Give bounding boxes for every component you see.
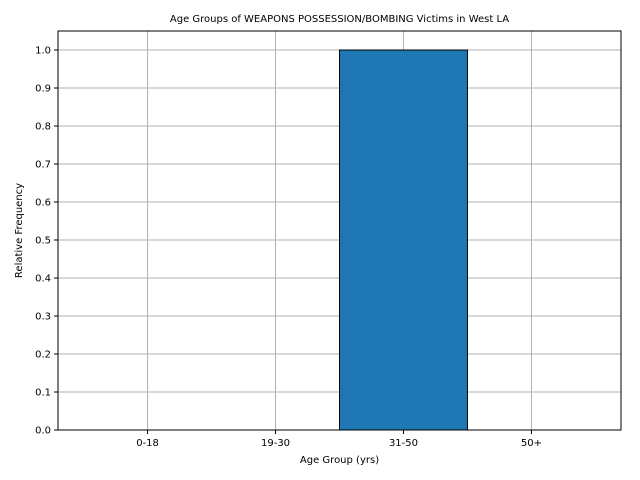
x-tick-label: 50+: [521, 438, 542, 449]
y-tick-label: 0.4: [35, 274, 51, 285]
y-tick-label: 0.0: [35, 426, 51, 437]
ticks-layer: 0.0 0.1 0.2 0.3 0.4 0.5 0.6 0.7 0.8 0.9 1.0 0-18 19-…: [35, 46, 542, 450]
bar-31-50: [339, 49, 468, 431]
y-tick-label: 0.8: [35, 122, 51, 133]
y-axis-label: Relative Frequency: [14, 183, 25, 278]
y-tick-label: 1.0: [35, 46, 51, 57]
y-tick-label: 0.9: [35, 84, 51, 95]
y-tick-label: 0.7: [35, 160, 51, 171]
y-tick-label: 0.2: [35, 350, 51, 361]
y-tick-label: 0.3: [35, 312, 51, 323]
x-tick-label: 19-30: [261, 438, 290, 449]
plot-frame: [57, 30, 622, 431]
x-tick-label: 31-50: [389, 438, 418, 449]
y-tick-label: 0.6: [35, 198, 51, 209]
y-tick-label: 0.1: [35, 388, 51, 399]
x-tick-label: 0-18: [136, 438, 159, 449]
bars-layer: [339, 49, 468, 431]
x-axis-label: Age Group (yrs): [300, 455, 379, 466]
chart-title: Age Groups of WEAPONS POSSESSION/BOMBING…: [170, 14, 509, 25]
y-tick-label: 0.5: [35, 236, 51, 247]
